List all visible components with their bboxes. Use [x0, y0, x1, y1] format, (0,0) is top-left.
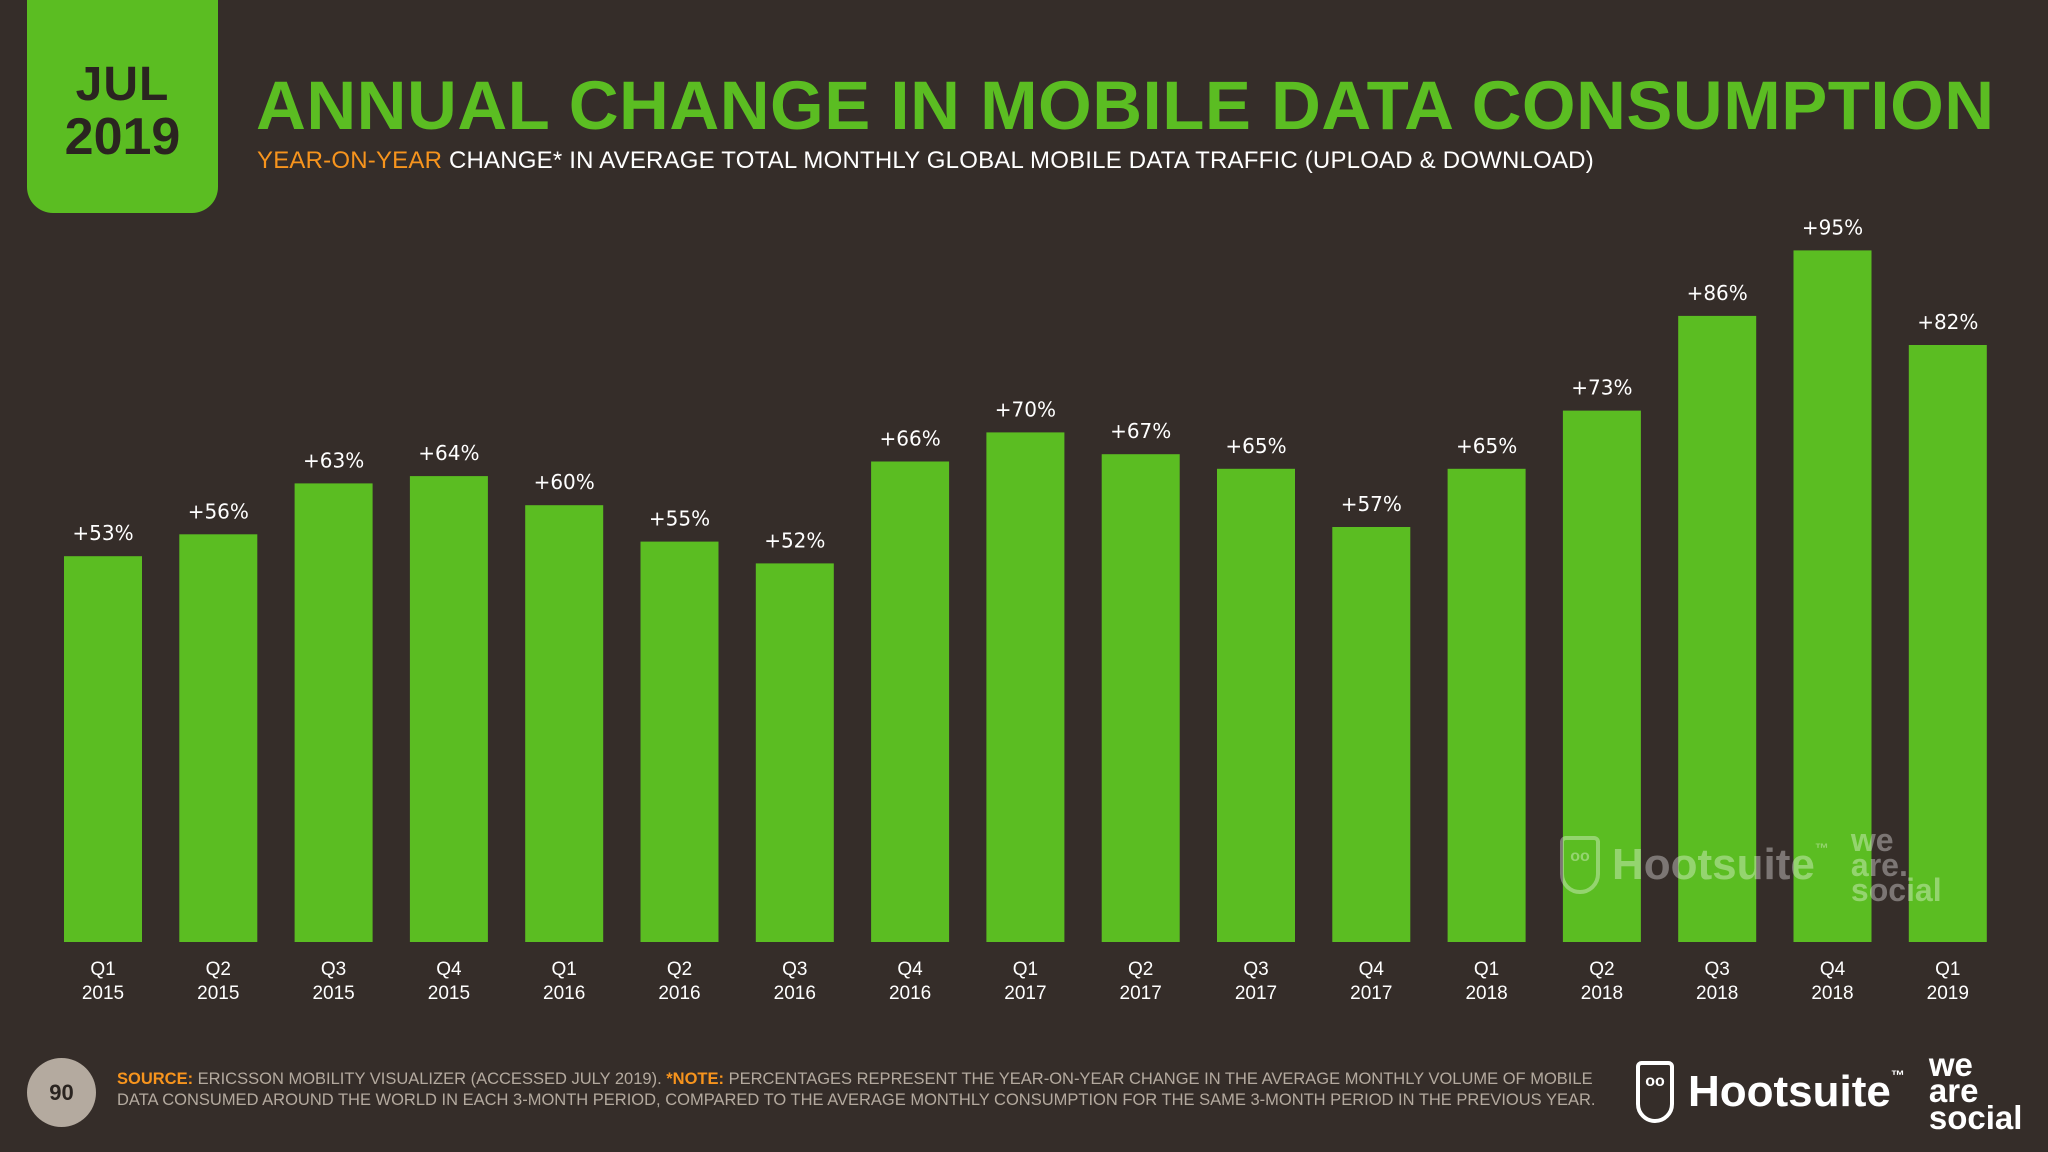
x-tick-label: 2019: [1927, 983, 1969, 1004]
subtitle-rest: CHANGE* IN AVERAGE TOTAL MONTHLY GLOBAL …: [442, 147, 1594, 174]
x-tick-label: Q4: [897, 959, 923, 980]
x-tick-label: 2016: [774, 983, 816, 1004]
logo-brand: Hootsuite™: [1688, 1067, 1905, 1117]
x-tick-label: 2018: [1811, 983, 1853, 1004]
x-tick-label: 2016: [889, 983, 931, 1004]
data-label: +64%: [418, 441, 479, 465]
watermark: oo Hootsuite™ we are. social: [1560, 822, 1942, 908]
data-label: +63%: [303, 448, 364, 472]
data-label: +67%: [1110, 419, 1171, 443]
data-label: +70%: [995, 397, 1056, 421]
x-tick-label: Q3: [1705, 959, 1730, 980]
logo-partner-line: social: [1928, 1098, 2023, 1136]
logo-partner-line: are: [1928, 1072, 1979, 1110]
bar: [409, 476, 488, 942]
bar: [1793, 250, 1872, 942]
x-tick-label: 2016: [658, 983, 700, 1004]
bar: [1678, 315, 1757, 942]
x-tick-label: 2017: [1004, 983, 1046, 1004]
x-tick-label: Q4: [436, 959, 462, 980]
data-label: +52%: [764, 528, 825, 552]
logo-brand-name: Hootsuite: [1688, 1066, 1891, 1116]
x-tick-label: 2016: [543, 983, 585, 1004]
watermark-tm: ™: [1814, 840, 1829, 857]
bar: [525, 505, 604, 942]
x-tick-label: 2015: [82, 983, 124, 1004]
data-label: +60%: [534, 470, 595, 494]
watermark-brand-name: Hootsuite: [1612, 840, 1815, 890]
logo-tm: ™: [1890, 1066, 1905, 1083]
x-tick-label: 2015: [428, 983, 470, 1004]
bar: [179, 534, 258, 942]
bar: [1908, 345, 1987, 942]
x-tick-label: Q4: [1820, 959, 1846, 980]
data-label: +65%: [1456, 434, 1517, 458]
x-tick-label: Q1: [1013, 959, 1038, 980]
data-label: +66%: [879, 427, 940, 451]
data-label: +86%: [1687, 281, 1748, 305]
we-are-social-logo: we are social: [1928, 1046, 2023, 1136]
x-tick-label: Q1: [552, 959, 577, 980]
x-tick-label: Q3: [321, 959, 346, 980]
date-year: 2019: [64, 108, 181, 167]
data-label: +53%: [72, 521, 133, 545]
watermark-partner-line: are.: [1850, 846, 1908, 883]
data-label: +57%: [1341, 492, 1402, 516]
source-label: SOURCE:: [117, 1070, 194, 1088]
x-tick-label: Q2: [1128, 959, 1153, 980]
source-note: SOURCE: ERICSSON MOBILITY VISUALIZER (AC…: [117, 1069, 1597, 1112]
watermark-brand: Hootsuite™: [1612, 840, 1829, 890]
x-tick-label: 2018: [1581, 983, 1623, 1004]
watermark-partner: we are. social: [1850, 822, 1942, 908]
x-tick-label: Q2: [206, 959, 231, 980]
data-label: +56%: [188, 499, 249, 523]
x-tick-label: Q1: [90, 959, 115, 980]
bar: [1447, 468, 1526, 942]
chart-title: ANNUAL CHANGE IN MOBILE DATA CONSUMPTION: [256, 67, 1995, 144]
bar: [1332, 527, 1411, 942]
x-tick-label: Q3: [782, 959, 807, 980]
x-tick-label: Q1: [1935, 959, 1960, 980]
x-tick-label: Q2: [667, 959, 692, 980]
x-tick-label: Q2: [1589, 959, 1614, 980]
data-label: +95%: [1802, 215, 1863, 239]
watermark-partner-line: we: [1850, 822, 1894, 858]
data-label: +82%: [1917, 310, 1978, 334]
bar: [1101, 454, 1180, 942]
logo-partner-line: we: [1928, 1046, 1973, 1083]
hootsuite-logo: oo Hootsuite™ we are social: [1636, 1046, 2023, 1136]
x-tick-label: Q4: [1359, 959, 1385, 980]
x-tick-label: 2018: [1465, 983, 1507, 1004]
bar: [1217, 468, 1295, 942]
x-tick-label: 2015: [197, 983, 239, 1004]
bar: [640, 541, 719, 942]
date-badge: JUL 2019: [27, 0, 218, 213]
x-tick-label: 2018: [1696, 983, 1738, 1004]
x-tick-label: Q1: [1474, 959, 1499, 980]
note-text: PERCENTAGES REPRESENT THE YEAR-ON-YEAR C…: [117, 1070, 1596, 1110]
x-tick-label: 2017: [1350, 983, 1392, 1004]
data-label: +55%: [649, 507, 710, 531]
source-text: ERICSSON MOBILITY VISUALIZER (ACCESSED J…: [193, 1070, 667, 1088]
x-tick-label: 2017: [1235, 983, 1277, 1004]
x-tick-label: Q3: [1243, 959, 1268, 980]
bar: [64, 556, 142, 942]
subtitle-accent: YEAR-ON-YEAR: [257, 147, 443, 174]
chart-subtitle: YEAR-ON-YEAR CHANGE* IN AVERAGE TOTAL MO…: [257, 147, 1594, 175]
data-label: +65%: [1225, 434, 1286, 458]
bar: [871, 461, 950, 942]
x-tick-label: 2015: [312, 983, 354, 1004]
owl-icon: oo: [1636, 1060, 1674, 1123]
page-number: 90: [27, 1058, 96, 1127]
watermark-partner-line: social: [1850, 871, 1942, 908]
bar: [294, 483, 373, 942]
bar: [755, 563, 834, 942]
date-month: JUL: [75, 58, 170, 111]
note-label: *NOTE:: [666, 1070, 724, 1088]
x-tick-label: 2017: [1120, 983, 1162, 1004]
data-label: +73%: [1571, 376, 1632, 400]
owl-icon: oo: [1560, 836, 1600, 895]
bar: [986, 432, 1065, 942]
